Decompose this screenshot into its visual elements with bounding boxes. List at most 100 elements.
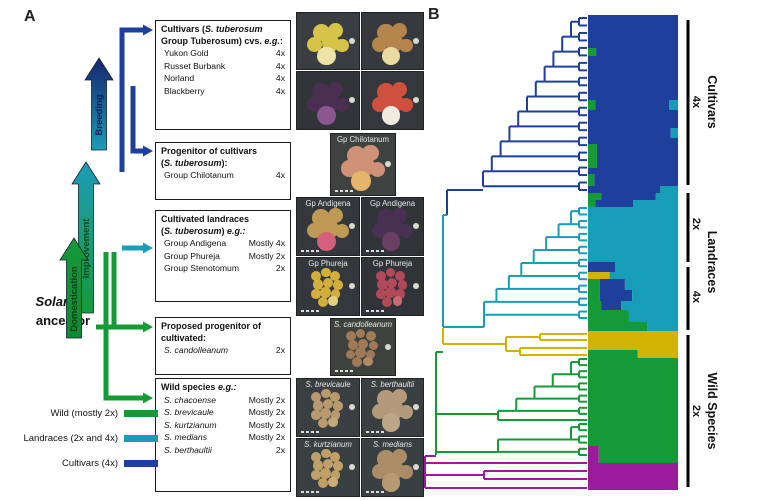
arrowhead-progenitor	[143, 145, 153, 157]
box-title-line: Proposed progenitor of	[161, 321, 261, 331]
tuber	[330, 289, 341, 299]
scale-ball	[349, 223, 356, 230]
admixture-segment	[588, 272, 610, 279]
tuber	[381, 46, 401, 66]
admixture-segment	[599, 290, 633, 301]
tuber	[317, 477, 328, 488]
tuber	[399, 404, 414, 420]
tuber	[330, 391, 341, 402]
process-arrow-label: Improvement	[81, 218, 92, 278]
tuber	[327, 208, 344, 224]
tuber	[311, 270, 322, 281]
box-row: Yukon Gold 4x	[164, 48, 285, 59]
tuber	[328, 296, 338, 306]
scale-ball	[349, 37, 356, 44]
box-row: Group Chilotanum 4x	[164, 170, 285, 181]
admixture-segment	[588, 174, 595, 186]
box-proposed-progenitor: Proposed progenitor of cultivated: S. cand…	[155, 317, 291, 375]
admixture-segment	[621, 301, 678, 310]
tuber	[376, 289, 386, 299]
tuber	[387, 278, 398, 289]
tuber	[317, 296, 328, 307]
photo-gp-phureja: Gp Phureja	[296, 257, 360, 316]
tuber	[330, 451, 341, 462]
box-title-line: Progenitor of cultivars	[161, 146, 258, 156]
scale-bar	[366, 310, 384, 312]
scale-ball	[413, 283, 420, 290]
tuber	[330, 410, 341, 420]
arrowhead-wild	[143, 392, 153, 404]
admixture-segment	[588, 358, 678, 446]
lineage-tree-lines	[96, 24, 153, 404]
box-row: S. chacoense Mostly 2x	[164, 394, 285, 405]
legend-swatch	[124, 434, 158, 442]
tuber	[392, 208, 408, 224]
legend-label: Cultivars (4x)	[62, 457, 118, 469]
tuber	[334, 97, 349, 113]
photo-gp-andigena: Gp Andigena	[361, 197, 424, 256]
photo-cultivar	[361, 71, 424, 130]
admixture-segment	[628, 310, 678, 322]
box-row: Group Andigena Mostly 4x	[164, 238, 285, 249]
admixture-segment	[597, 144, 678, 168]
tuber	[320, 286, 332, 298]
process-arrow-breeding	[84, 57, 114, 151]
tuber	[365, 349, 376, 359]
scale-bar	[335, 370, 353, 372]
photo-label: Gp Phureja	[308, 259, 348, 268]
legend-item-wild: Wild (mostly 2x)	[6, 407, 158, 419]
process-arrow-label: Breeding	[94, 94, 105, 135]
tuber	[363, 356, 373, 366]
admixture-segment	[588, 144, 597, 168]
tuber	[322, 278, 333, 289]
photo-s-medians: S. medians	[361, 438, 424, 497]
tuber	[369, 161, 385, 177]
admixture-segment	[632, 290, 678, 301]
photo-label: S. kurtzianum	[304, 440, 352, 449]
tuber	[311, 410, 321, 420]
tuber	[328, 477, 338, 487]
group-label: 2x	[690, 218, 702, 231]
tuber	[327, 82, 344, 98]
box-title-line: Cultivars (S. tuberosum	[161, 24, 263, 34]
panel-b-label: B	[428, 6, 440, 23]
process-arrow-label: Domestication	[69, 266, 80, 332]
box-row: S. kurtzianum Mostly 2x	[164, 419, 285, 430]
admixture-segment	[596, 48, 678, 56]
box-row: S. brevicaule Mostly 2x	[164, 407, 285, 418]
arrowhead-cultivars	[143, 24, 153, 36]
group-label: 4x	[690, 291, 702, 304]
admixture-segment	[588, 262, 615, 272]
admixture-segment	[588, 138, 678, 144]
admixture-segment	[601, 193, 656, 200]
scale-bar	[366, 491, 384, 493]
photo-s-brevicaule: S. brevicaule	[296, 378, 360, 437]
photo-label: S. candolleanum	[333, 320, 393, 329]
scale-ball	[349, 464, 356, 471]
legend-label: Wild (mostly 2x)	[50, 407, 118, 419]
admixture-segment	[588, 186, 660, 193]
admixture-segment	[669, 100, 678, 110]
tuber	[385, 268, 396, 278]
admixture-segment	[637, 350, 678, 358]
tuber	[347, 339, 358, 351]
admixture-segment	[595, 100, 669, 110]
admixture-segment	[670, 128, 678, 138]
admixture-segment	[588, 193, 602, 200]
legend-label: Landraces (2x and 4x)	[23, 432, 118, 444]
box-progenitor-cultivars: Progenitor of cultivars (S. tuberosum): Gr…	[155, 142, 291, 200]
tuber	[311, 470, 321, 480]
photo-gp-phureja: Gp Phureja	[361, 257, 424, 316]
tuber	[345, 331, 356, 342]
admixture-segment	[588, 322, 648, 331]
tuber	[346, 349, 356, 359]
photo-gp-andigena: Gp Andigena	[296, 197, 360, 256]
scale-ball	[384, 343, 391, 350]
tuber	[321, 449, 331, 459]
box-cultivars: Cultivars (S. tuberosum Group Tuberosum) …	[155, 20, 291, 130]
tuber	[330, 470, 341, 480]
tuber	[311, 391, 322, 402]
